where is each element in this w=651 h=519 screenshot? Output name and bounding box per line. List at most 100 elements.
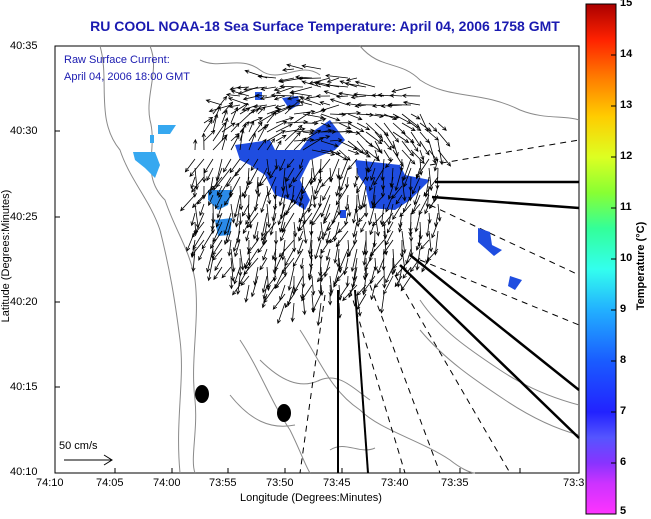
current-vector-arrow [437, 122, 447, 131]
current-vector-arrow [328, 293, 333, 306]
current-vector-arrow [342, 284, 358, 302]
current-vector-arrow [257, 106, 266, 115]
current-vector-arrow [275, 123, 294, 133]
current-vector-arrow [221, 117, 229, 142]
current-vector-arrow [353, 176, 358, 188]
current-vector-arrow [218, 176, 232, 198]
current-vector-arrow [362, 275, 376, 293]
current-vector-arrow [190, 212, 196, 227]
current-vector-arrow [212, 121, 227, 142]
current-vector-arrow [215, 194, 223, 210]
current-vector-arrow [186, 230, 196, 252]
current-vector-arrow [297, 239, 304, 255]
current-vector-arrow [348, 275, 358, 299]
current-vector-arrow [437, 149, 452, 167]
current-vector-arrow [248, 117, 264, 124]
current-vector-arrow [372, 230, 377, 248]
colorbar-tick: 9 [620, 303, 627, 315]
current-vector-arrow [401, 248, 407, 273]
current-vector-arrow [206, 248, 214, 273]
current-vector-arrow [262, 284, 268, 300]
current-vector-arrow [311, 149, 336, 156]
current-vector-arrow [402, 100, 421, 106]
x-tick: 73:40 [381, 477, 409, 489]
current-vector-arrow [266, 275, 277, 289]
current-vector-arrow [374, 212, 380, 237]
current-vector-arrow [320, 113, 341, 122]
current-vector-arrow [317, 230, 322, 242]
current-vector-arrow [320, 140, 339, 148]
colorbar-tick: 13 [620, 99, 633, 111]
current-vector-arrow [262, 248, 268, 261]
current-vector-arrow [411, 176, 421, 195]
current-vector-arrow [415, 167, 421, 180]
current-vector-arrow [353, 92, 376, 97]
current-vector-arrow [410, 140, 419, 153]
current-vector-arrow [320, 194, 331, 218]
current-vector-arrow [311, 117, 327, 124]
current-vector-arrow [428, 122, 438, 133]
current-vector-arrow [328, 167, 333, 183]
current-vector-arrow [374, 140, 383, 155]
current-vector-arrow [215, 158, 223, 182]
overlay-legend-line2: April 04, 2006 18:00 GMT [64, 71, 190, 83]
current-vector-arrow [230, 203, 236, 224]
current-vector-arrow [437, 131, 451, 147]
current-vector-arrow [335, 185, 340, 197]
current-vector-arrow [221, 266, 232, 279]
current-vector-arrow [269, 212, 277, 236]
current-vector-arrow [347, 203, 352, 218]
current-vector-arrow [345, 77, 358, 82]
colorbar-tick: 7 [620, 405, 627, 417]
current-vector-arrow [298, 212, 313, 232]
current-vector-arrow [382, 266, 387, 289]
current-vector-arrow [362, 239, 367, 256]
current-vector-arrow [223, 194, 232, 206]
current-vector-arrow [429, 194, 439, 210]
current-vector-arrow [180, 194, 196, 212]
current-vector-arrow [401, 230, 407, 254]
current-vector-arrow [257, 239, 268, 254]
current-vector-arrow [279, 194, 286, 220]
current-vector-arrow [277, 302, 286, 325]
current-vector-arrow [389, 176, 394, 188]
current-vector-arrow [284, 124, 303, 142]
current-vector-arrow [226, 230, 232, 244]
current-vector-arrow [298, 194, 304, 207]
current-vector-arrow [286, 95, 304, 101]
current-vector-arrow [266, 185, 272, 205]
current-vector-arrow [350, 95, 367, 100]
current-vector-arrow [401, 122, 416, 132]
sst-patch [340, 210, 346, 218]
current-vector-arrow [261, 293, 268, 309]
current-vector-arrow [311, 135, 331, 142]
current-vector-arrow [274, 158, 279, 170]
current-vector-arrow [383, 140, 392, 151]
current-vector-arrow [244, 257, 250, 269]
current-vector-arrow [427, 212, 432, 224]
x-tick: 74:10 [36, 477, 64, 489]
current-vector-arrow [336, 167, 341, 180]
current-vector-arrow [419, 149, 425, 161]
current-vector-arrow [373, 167, 385, 186]
current-vector-arrow [394, 167, 403, 192]
current-vector-arrow [302, 137, 325, 151]
current-vector-arrow [365, 131, 383, 145]
current-vector-arrow [391, 86, 412, 93]
current-vector-arrow [281, 67, 295, 72]
current-vector-arrow [338, 140, 358, 150]
current-vector-arrow [338, 129, 353, 134]
current-vector-arrow [216, 185, 223, 197]
current-vector-arrow [191, 176, 205, 193]
sst-patch [150, 135, 154, 143]
current-vector-arrow [320, 176, 331, 188]
current-vector-arrow [424, 203, 430, 215]
current-vector-arrow [368, 203, 376, 226]
current-vector-arrow [419, 140, 430, 156]
current-vector-arrow [346, 101, 358, 107]
y-tick: 40:20 [10, 296, 38, 308]
current-vector-arrow [215, 212, 223, 228]
current-vector-arrow [226, 167, 241, 188]
current-vector-arrow [400, 275, 412, 292]
current-vector-arrow [267, 176, 277, 197]
